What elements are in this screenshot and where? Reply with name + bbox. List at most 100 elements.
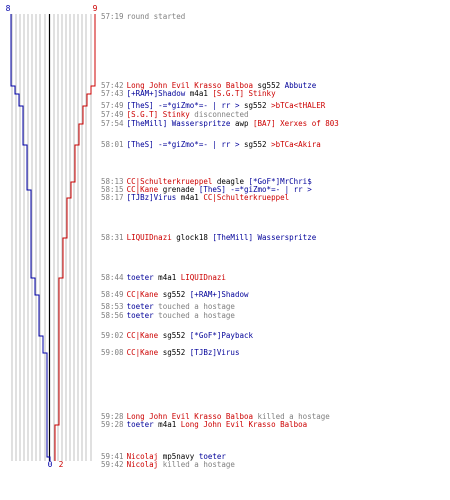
event-text: CC|Kane (126, 185, 159, 194)
event-text: sg552 (239, 101, 272, 110)
event-text: toeter (198, 452, 226, 461)
event-row: 59:02 CC|Kane sg552 [*GoF*]Payback (101, 332, 253, 340)
event-text: killed a hostage (158, 460, 235, 469)
team-count-chart: 8 0 2 9 (6, 4, 98, 469)
event-time: 58:44 (101, 273, 124, 282)
event-time: 59:28 (101, 420, 124, 429)
event-row: 58:13 CC|Schulterkrueppel deagle [*GoF*]M… (101, 178, 312, 186)
event-text: m4a1 (185, 89, 213, 98)
event-text: touched a hostage (153, 311, 235, 320)
event-text: m4a1 (176, 193, 204, 202)
event-text: touched a hostage (153, 302, 235, 311)
event-time: 58:56 (101, 311, 124, 320)
event-text: [*GoF*]Payback (189, 331, 254, 340)
event-text: [+RAM+]Shadow (126, 89, 186, 98)
event-text: Long John Evil Krasso Balboa (180, 420, 308, 429)
event-text: [S.G.T] Stinky (126, 110, 190, 119)
event-text: m4a1 (153, 420, 181, 429)
event-time: 59:02 (101, 331, 124, 340)
event-time: 58:13 (101, 177, 124, 186)
event-row: 59:28 Long John Evil Krasso Balboa killed… (101, 413, 330, 421)
event-time: 58:53 (101, 302, 124, 311)
event-text: [*GoF*]MrChri$ (248, 177, 312, 186)
event-row: 58:01 [TheS] -=*giZmo*=- | rr > sg552 >bT… (101, 141, 321, 149)
event-text: toeter (126, 273, 154, 282)
event-row: 58:53 toeter touched a hostage (101, 303, 235, 311)
event-time: 57:42 (101, 81, 124, 90)
event-text: awp (230, 119, 254, 128)
event-text: deagle (212, 177, 249, 186)
event-row: 57:43 [+RAM+]Shadow m4a1 [S.G.T] Stinky (101, 90, 276, 98)
event-text: [TJBz]Virus (189, 348, 240, 357)
event-row: 57:54 [TheMill] Wasserspritze awp [BA7] X… (101, 120, 339, 128)
event-text: mp5navy (158, 452, 199, 461)
event-text: [TheMill] Wasserspritze (126, 119, 231, 128)
event-text: [TheS] -=*giZmo*=- | rr > (126, 140, 240, 149)
event-time: 57:49 (101, 110, 124, 119)
event-text: disconnected (189, 110, 249, 119)
event-text: [S.G.T] Stinky (212, 89, 276, 98)
event-row: 58:49 CC|Kane sg552 [+RAM+]Shadow (101, 291, 249, 299)
event-row: 57:19 round started (101, 13, 185, 21)
event-time: 58:49 (101, 290, 124, 299)
event-row: 58:15 CC|Kane grenade [TheS] -=*giZmo*=- … (101, 186, 312, 194)
tick-label: 9 (93, 4, 98, 13)
event-row: 59:28 toeter m4a1 Long John Evil Krasso B… (101, 421, 307, 429)
tick-label: 0 (48, 460, 53, 469)
tick-label: 2 (59, 460, 64, 469)
event-text: >bTCa<tHALER (271, 101, 326, 110)
event-row: 58:56 toeter touched a hostage (101, 312, 235, 320)
event-text: LIQUIDnazi (126, 233, 172, 242)
event-text: toeter (126, 302, 154, 311)
event-text: Nicolaj (126, 460, 159, 469)
event-row: 57:42 Long John Evil Krasso Balboa sg552 … (101, 82, 316, 90)
event-time: 57:19 (101, 12, 124, 21)
event-time: 57:49 (101, 101, 124, 110)
event-time: 57:43 (101, 89, 124, 98)
event-text: [TheS] -=*giZmo*=- | rr > (198, 185, 312, 194)
event-text: CC|Schulterkrueppel (126, 177, 213, 186)
event-row: 57:49 [S.G.T] Stinky disconnected (101, 111, 249, 119)
event-text: toeter (126, 420, 154, 429)
event-time: 59:08 (101, 348, 124, 357)
event-text: CC|Kane (126, 348, 159, 357)
event-text: sg552 (253, 81, 285, 90)
event-time: 58:15 (101, 185, 124, 194)
event-time: 59:41 (101, 452, 124, 461)
event-text: m4a1 (153, 273, 181, 282)
event-time: 59:42 (101, 460, 124, 469)
event-time: 58:17 (101, 193, 124, 202)
event-text: [TJBz]Virus (126, 193, 177, 202)
event-text: sg552 (239, 140, 272, 149)
event-row: 57:49 [TheS] -=*giZmo*=- | rr > sg552 >bT… (101, 102, 325, 110)
event-row: 59:41 Nicolaj mp5navy toeter (101, 453, 226, 461)
event-text: Nicolaj (126, 452, 159, 461)
event-row: 58:31 LIQUIDnazi glock18 [TheMill] Wasser… (101, 234, 316, 242)
event-text: CC|Kane (126, 290, 159, 299)
event-text: Long John Evil Krasso Balboa (126, 412, 254, 421)
event-row: 58:17 [TJBz]Virus m4a1 CC|Schulterkrueppe… (101, 194, 289, 202)
event-time: 58:31 (101, 233, 124, 242)
event-time: 59:28 (101, 412, 124, 421)
event-text: glock18 (171, 233, 213, 242)
event-text: round started (126, 12, 186, 21)
event-text: LIQUIDnazi (180, 273, 226, 282)
event-row: 58:44 toeter m4a1 LIQUIDnazi (101, 274, 226, 282)
event-text: Long John Evil Krasso Balboa (126, 81, 254, 90)
event-text: >bTCa<Akira (271, 140, 321, 149)
event-text: Abbutze (284, 81, 317, 90)
event-text: toeter (126, 311, 154, 320)
event-time: 57:54 (101, 119, 124, 128)
event-text: CC|Schulterkrueppel (203, 193, 290, 202)
event-text: [TheMill] Wasserspritze (212, 233, 317, 242)
event-text: [BA7] Xerxes of 803 (253, 119, 339, 128)
event-row: 59:08 CC|Kane sg552 [TJBz]Virus (101, 349, 239, 357)
event-text: killed a hostage (253, 412, 330, 421)
event-text: sg552 (158, 331, 190, 340)
tick-label: 8 (6, 4, 11, 13)
event-time: 58:01 (101, 140, 124, 149)
blue-team-line (10, 14, 51, 461)
event-text: grenade (158, 185, 199, 194)
event-text: [TheS] -=*giZmo*=- | rr > (126, 101, 240, 110)
